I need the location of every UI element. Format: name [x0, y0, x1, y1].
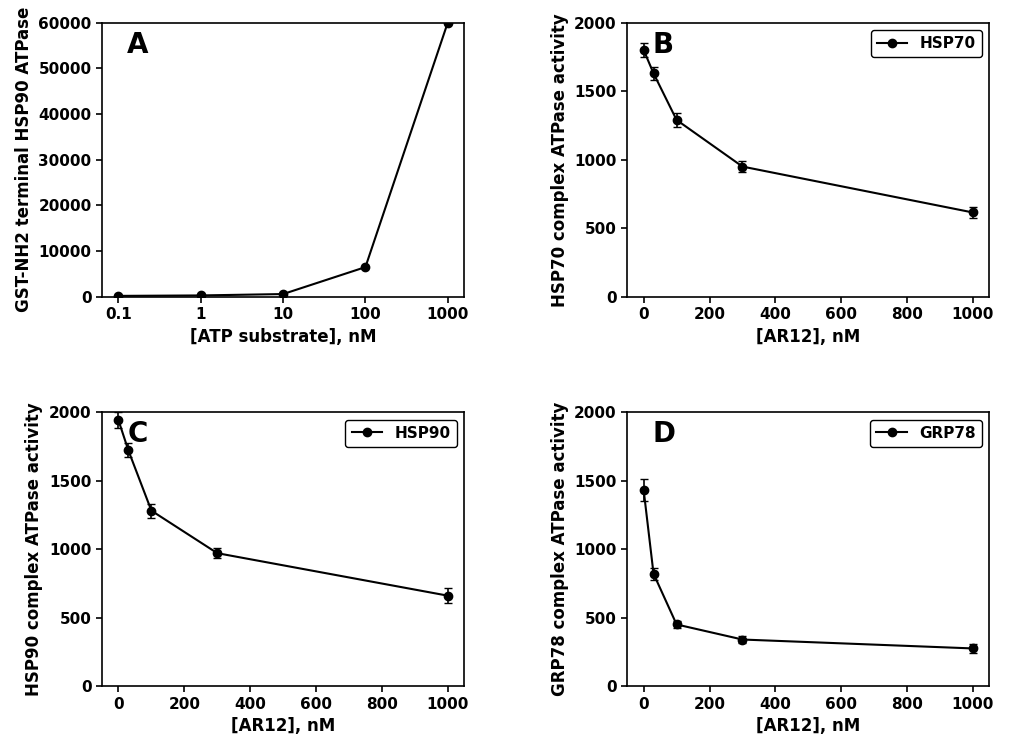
Text: C: C	[127, 420, 148, 448]
X-axis label: [AR12], nM: [AR12], nM	[230, 717, 335, 735]
X-axis label: [ATP substrate], nM: [ATP substrate], nM	[190, 328, 376, 346]
Legend: HSP90: HSP90	[345, 419, 457, 447]
Text: B: B	[652, 31, 673, 59]
Text: D: D	[652, 420, 675, 448]
Y-axis label: HSP90 complex ATPase activity: HSP90 complex ATPase activity	[25, 402, 44, 696]
Text: A: A	[127, 31, 149, 59]
Legend: GRP78: GRP78	[869, 419, 981, 447]
X-axis label: [AR12], nM: [AR12], nM	[755, 717, 860, 735]
X-axis label: [AR12], nM: [AR12], nM	[755, 328, 860, 346]
Legend: HSP70: HSP70	[870, 30, 981, 57]
Y-axis label: HSP70 complex ATPase activity: HSP70 complex ATPase activity	[550, 13, 568, 307]
Y-axis label: GRP78 complex ATPase activity: GRP78 complex ATPase activity	[550, 402, 568, 696]
Y-axis label: GST-NH2 terminal HSP90 ATPase: GST-NH2 terminal HSP90 ATPase	[14, 7, 33, 312]
